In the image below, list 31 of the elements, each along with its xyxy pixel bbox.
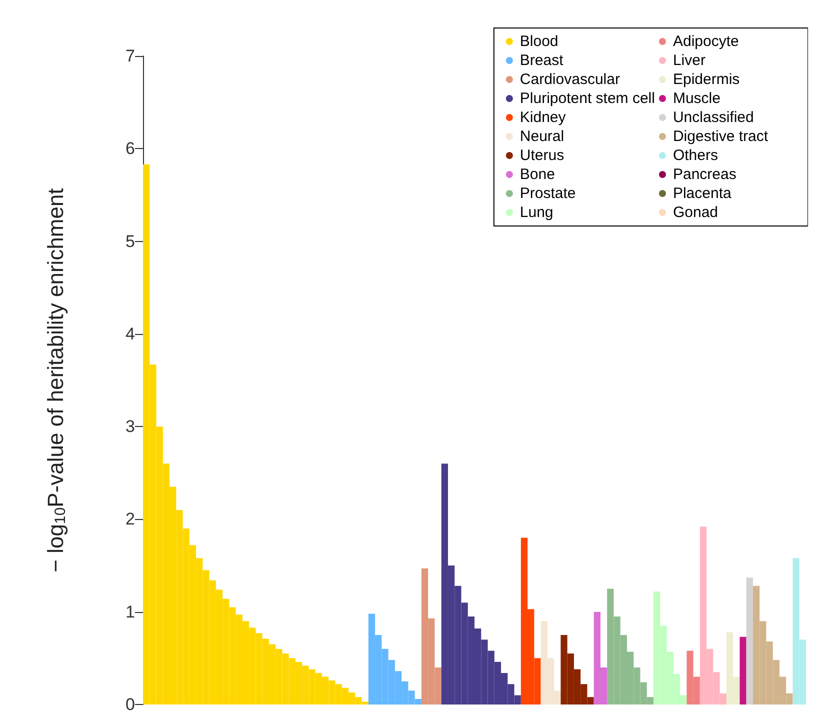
y-tick-label: 2 xyxy=(126,510,135,529)
legend-label: Lung xyxy=(520,204,554,221)
y-axis-title: − log10P-value of heritability enrichment xyxy=(43,188,69,572)
bar xyxy=(746,578,753,704)
y-tick-label: 5 xyxy=(126,232,135,251)
legend-label: Placenta xyxy=(672,185,732,202)
y-tick-label: 7 xyxy=(126,46,135,66)
legend-label: Epidermis xyxy=(672,71,740,88)
y-tick-label: 6 xyxy=(126,139,135,158)
bar xyxy=(740,636,746,704)
legend-label: Uterus xyxy=(520,147,564,164)
legend-label: Breast xyxy=(520,52,564,69)
legend-label: Kidney xyxy=(520,109,566,126)
legend-label: Pluripotent stem cell xyxy=(520,90,655,107)
legend-label: Others xyxy=(672,147,718,164)
legend-label: Liver xyxy=(672,52,706,69)
legend-label: Prostate xyxy=(520,185,576,202)
legend-label: Neural xyxy=(520,128,564,145)
legend-label: Muscle xyxy=(672,90,720,107)
legend-label: Digestive tract xyxy=(672,128,769,145)
y-tick-label: 3 xyxy=(126,417,135,436)
y-tick-label: 1 xyxy=(126,602,135,622)
legend-label: Unclassified xyxy=(672,109,754,126)
legend-label: Adipocyte xyxy=(672,33,739,50)
y-tick-label: 0 xyxy=(126,695,135,714)
legend-label: Gonad xyxy=(672,204,718,221)
legend-label: Pancreas xyxy=(672,166,736,183)
legend-label: Bone xyxy=(520,166,555,183)
legend-label: Blood xyxy=(520,33,558,50)
y-tick-label: 4 xyxy=(126,324,135,344)
legend-label: Cardiovascular xyxy=(520,71,620,88)
